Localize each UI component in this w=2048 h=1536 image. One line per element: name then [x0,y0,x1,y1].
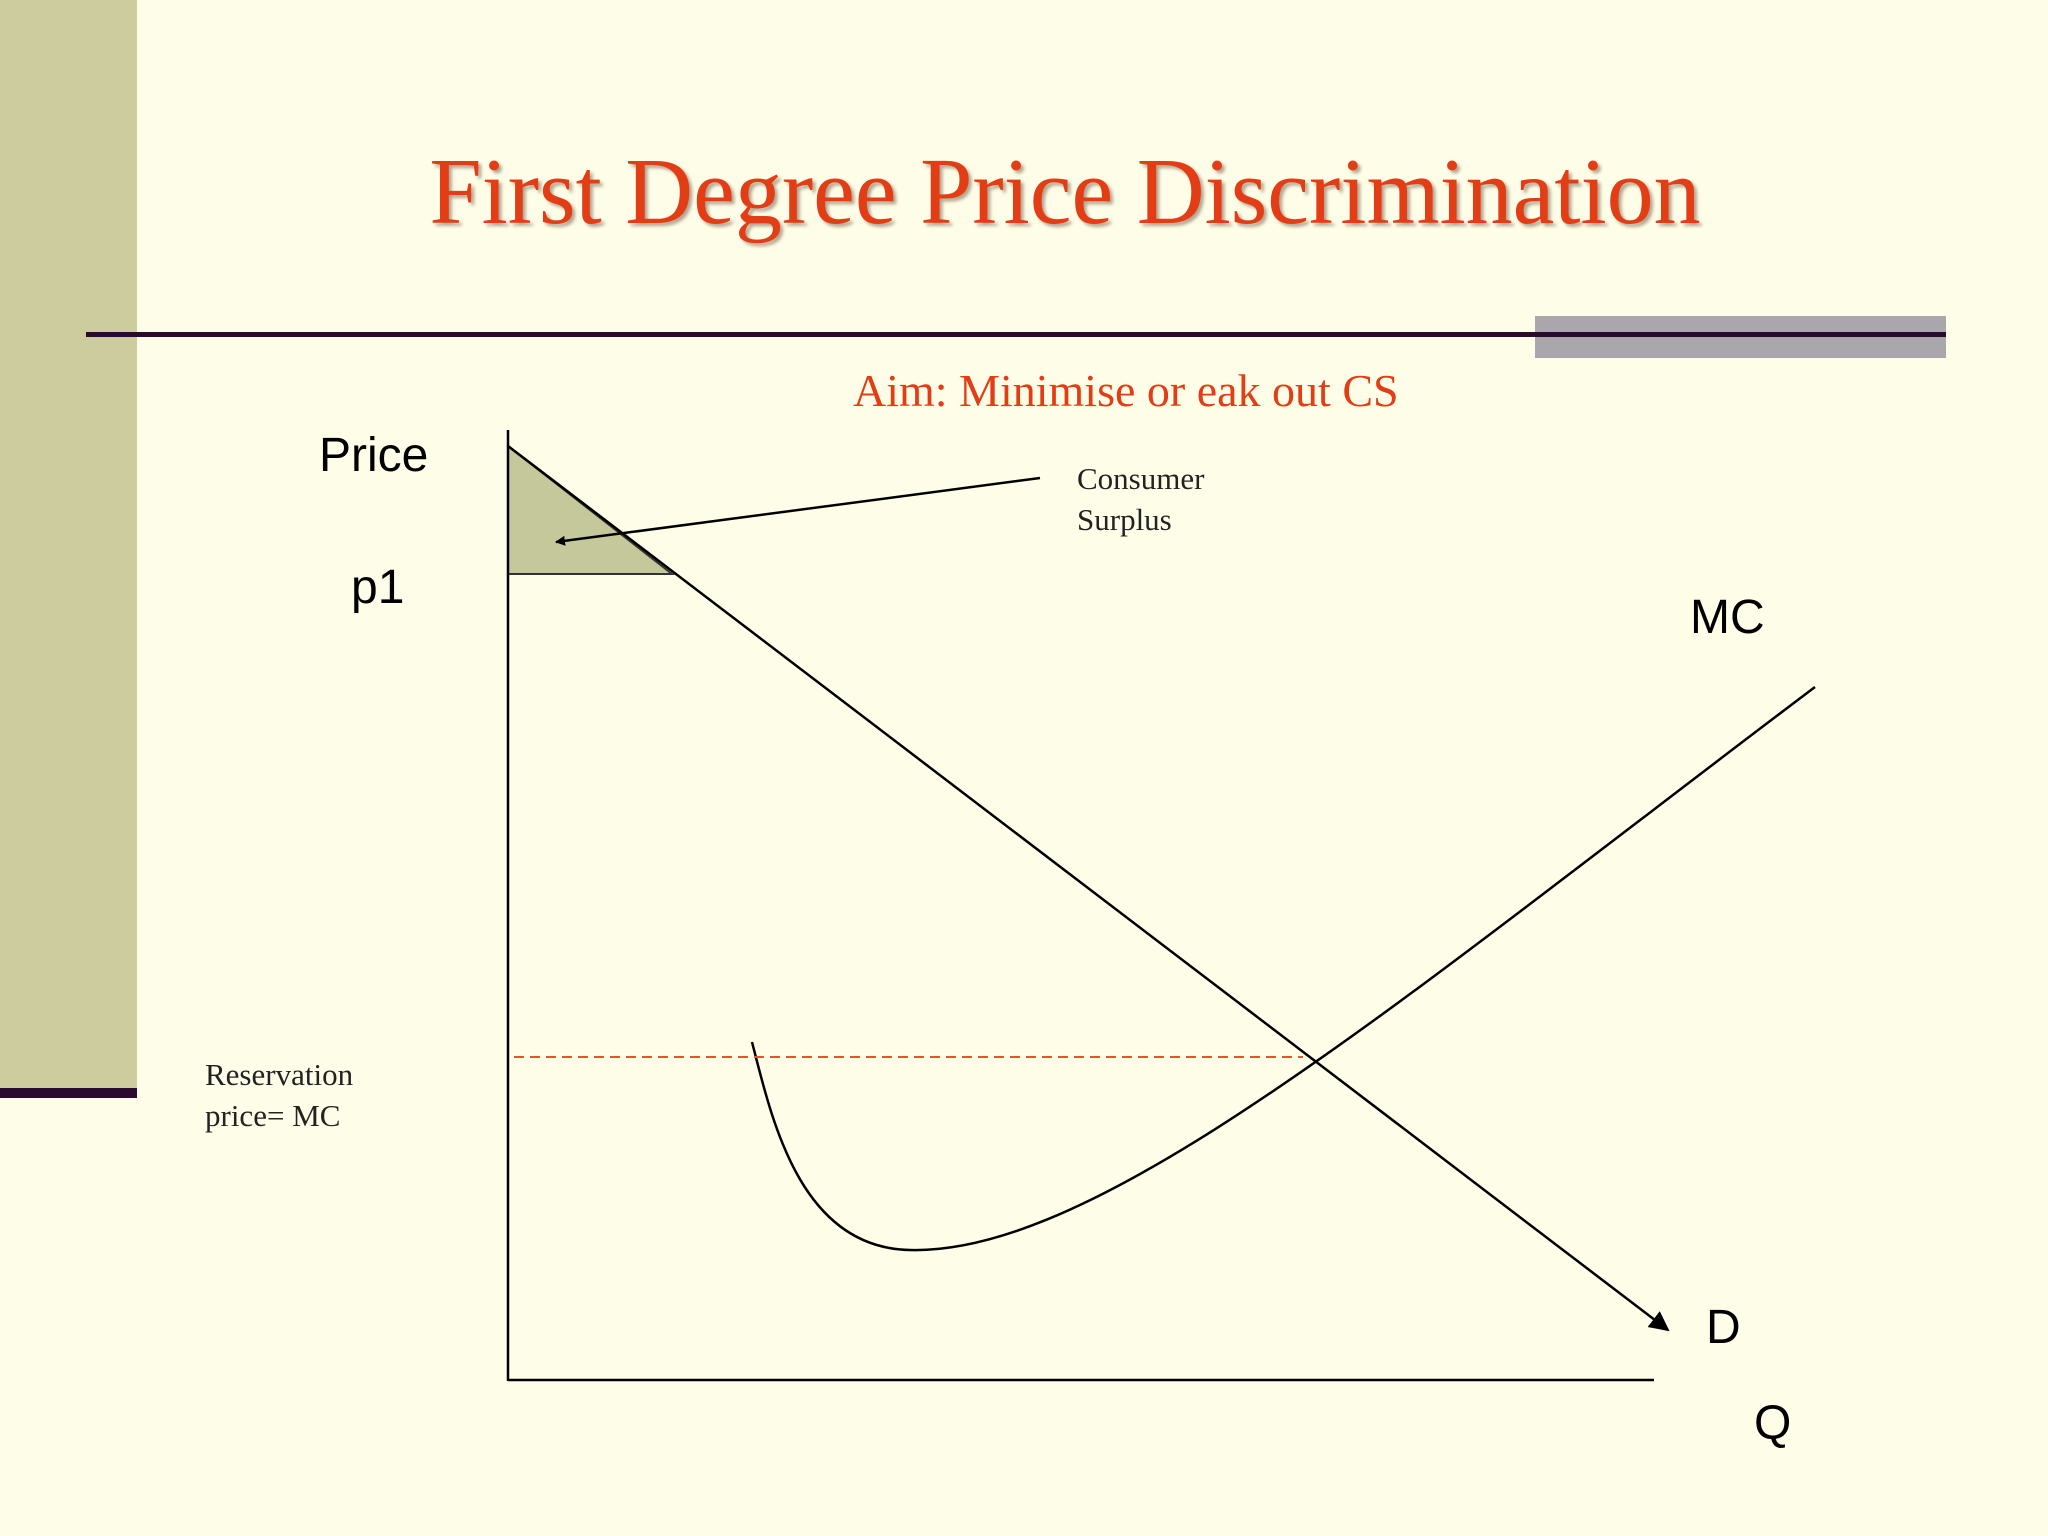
title-rule-accent [1535,316,1946,358]
mc-curve-label: MC [1690,591,1765,644]
left-band-accent [0,1088,137,1098]
demand-curve [507,445,1670,1332]
mc-curve [750,686,1816,1252]
reservation-price-label-line2: price= MC [205,1098,341,1133]
consumer-surplus-label-line1: Consumer [1077,461,1205,496]
reservation-price-label-line1: Reservation [205,1057,354,1092]
reservation-price-label: Reservation price= MC [205,1054,353,1136]
consumer-surplus-label: Consumer Surplus [1077,458,1204,540]
consumer-surplus-arrow [555,476,1041,546]
quantity-axis-label: Q [1754,1397,1792,1450]
price-axis-label: Price [319,429,429,482]
title-rule [86,332,1946,337]
slide-title: First Degree Price Discrimination [429,140,1701,244]
consumer-surplus-label-line2: Surplus [1077,502,1172,537]
p1-label: p1 [351,561,405,614]
left-decorative-band [0,0,137,1090]
slide-subtitle: Aim: Minimise or eak out CS [853,365,1399,416]
demand-curve-label: D [1706,1301,1741,1354]
